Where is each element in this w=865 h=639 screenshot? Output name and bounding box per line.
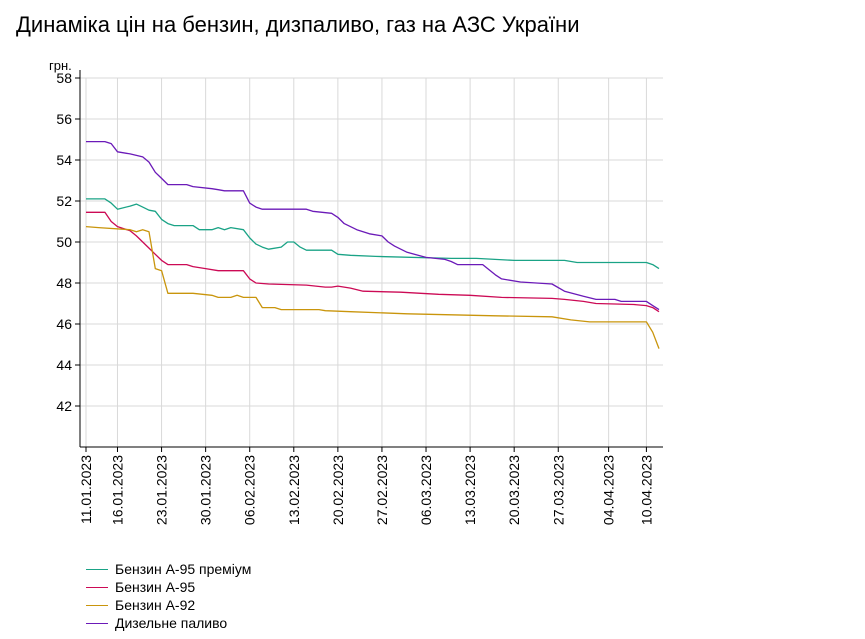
legend-label: Дизельне паливо [115,615,228,631]
legend: Бензин А-95 преміум Бензин А-95 Бензин А-9… [86,560,251,632]
legend-item: Дизельне паливо [86,614,251,632]
y-tick-label: 48 [56,275,72,291]
x-tick-label: 20.02.2023 [330,455,346,525]
legend-swatch [86,568,108,570]
legend-swatch [86,604,108,606]
x-tick-label: 06.02.2023 [242,455,258,525]
legend-swatch [86,586,108,588]
y-tick-label: 56 [56,111,72,127]
legend-label: Бензин А-95 [115,579,196,595]
y-tick-label: 54 [56,152,72,168]
legend-label: Бензин А-92 [115,597,196,613]
x-tick-label: 27.02.2023 [374,455,390,525]
legend-item: Бензин А-95 [86,578,251,596]
y-tick-label: 50 [56,234,72,250]
y-tick-label: 58 [56,70,72,86]
series-line-1 [86,211,660,313]
y-axis-label: грн. [49,58,72,73]
series-line-0 [86,198,660,270]
y-tick-label: 46 [56,316,72,332]
x-tick-label: 30.01.2023 [198,455,214,525]
x-tick-label: 06.03.2023 [418,455,434,525]
x-axis: 11.01.2023 16.01.2023 23.01.2023 30.01.2023… [78,446,663,525]
x-tick-label: 10.04.2023 [638,455,654,525]
series-line-3 [86,140,660,311]
x-tick-label: 16.01.2023 [109,455,125,525]
y-tick-label: 42 [56,398,72,414]
grid [80,77,663,447]
x-tick-label: 20.03.2023 [506,455,522,525]
chart-title: Динаміка цін на бензин, дизпаливо, газ н… [16,12,580,37]
x-tick-label: 13.02.2023 [286,455,302,525]
x-tick-label: 27.03.2023 [550,455,566,525]
y-tick-label: 44 [56,357,72,373]
y-axis: 42 44 46 48 50 52 54 56 58 [56,70,81,447]
x-tick-label: 23.01.2023 [154,455,170,525]
legend-label: Бензин А-95 преміум [115,561,252,577]
series-line-2 [85,225,660,349]
series-lines [85,140,660,349]
x-tick-label: 04.04.2023 [601,455,617,525]
x-tick-label: 11.01.2023 [78,455,94,524]
legend-swatch [86,622,108,624]
y-tick-label: 52 [56,193,72,209]
legend-item: Бензин А-95 преміум [86,560,251,578]
x-tick-label: 13.03.2023 [462,455,478,525]
legend-item: Бензин А-92 [86,596,251,614]
